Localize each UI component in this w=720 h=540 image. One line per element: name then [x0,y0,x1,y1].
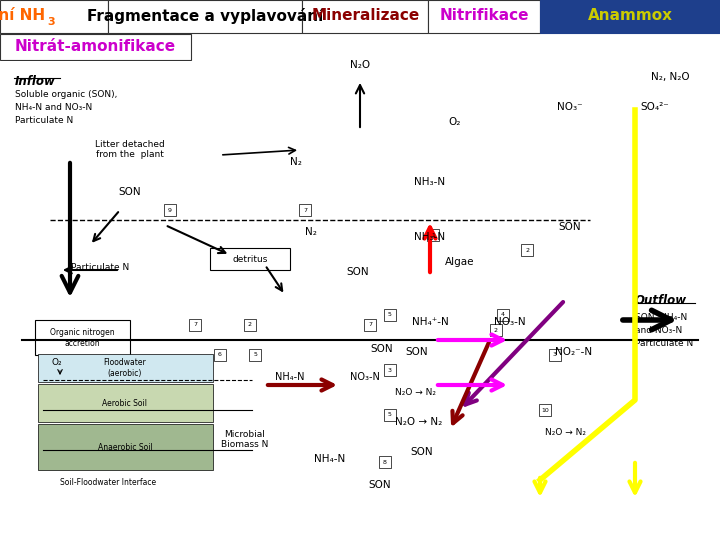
Text: Aerobic Soil: Aerobic Soil [102,399,148,408]
Text: SO₄²⁻: SO₄²⁻ [641,102,670,112]
Text: O₂: O₂ [449,117,462,127]
Bar [38,354,213,382]
Bar [214,349,226,361]
Bar [384,364,396,376]
Text: 1: 1 [431,233,435,238]
Text: 10: 10 [541,408,549,413]
Bar [428,0,540,33]
Text: O₂: O₂ [52,358,63,367]
Text: SON: SON [559,222,581,232]
Text: Soluble organic (SON),: Soluble organic (SON), [15,90,117,99]
Bar [35,320,130,355]
Text: Těkání NH: Těkání NH [0,8,45,23]
Text: 5: 5 [253,353,257,357]
Text: SON: SON [119,187,141,197]
Text: 6: 6 [218,353,222,357]
Bar [249,349,261,361]
Text: Outflow: Outflow [635,294,687,307]
Text: N₂: N₂ [305,227,317,237]
Text: Particulate N: Particulate N [15,116,73,125]
Text: N₂O → N₂: N₂O → N₂ [395,417,442,427]
Text: Nitrát-amonifikace: Nitrát-amonifikace [15,39,176,54]
Text: N₂: N₂ [290,157,302,167]
Bar [379,456,391,468]
Text: 5: 5 [388,313,392,318]
Bar [539,404,551,416]
Bar [427,229,439,241]
Text: Anaerobic Soil: Anaerobic Soil [98,442,153,451]
Text: NO₃⁻: NO₃⁻ [557,102,582,112]
Text: NO₃-N: NO₃-N [350,372,380,382]
Text: SON: SON [370,344,392,354]
Bar [302,0,428,33]
Bar [540,0,720,33]
Text: N₂O → N₂: N₂O → N₂ [545,428,586,437]
Bar [497,309,509,321]
Bar [244,319,256,331]
Text: NH₄-N: NH₄-N [315,454,346,464]
Text: 3: 3 [48,17,55,28]
Text: N₂O → N₂: N₂O → N₂ [395,388,436,397]
Bar [299,204,311,216]
Text: 2: 2 [525,247,529,253]
Text: NO₃-N: NO₃-N [494,317,526,327]
Text: 9: 9 [168,207,172,213]
Text: Organic nitrogen
accretion: Organic nitrogen accretion [50,328,114,348]
Text: NH₄-N and NO₃-N: NH₄-N and NO₃-N [15,103,92,112]
Text: Anammox: Anammox [588,8,672,23]
Text: Particulate N: Particulate N [71,263,129,272]
Bar [521,244,533,256]
Text: Soil-Floodwater Interface: Soil-Floodwater Interface [60,478,156,487]
Text: 5: 5 [388,413,392,417]
Text: 2: 2 [494,327,498,333]
Text: Nitrifikace: Nitrifikace [439,8,529,23]
Text: Inflow: Inflow [15,75,56,88]
Bar [189,319,201,331]
Text: Algae: Algae [445,257,474,267]
Text: detritus: detritus [233,254,268,264]
Text: N₂, N₂O: N₂, N₂O [651,72,689,82]
Text: SON, NH₄-N: SON, NH₄-N [635,313,688,322]
Text: SON: SON [369,480,391,490]
Bar [549,349,561,361]
Text: N₂O: N₂O [350,60,370,70]
Bar [384,309,396,321]
Text: 4: 4 [501,313,505,318]
Bar [38,424,213,470]
Bar [164,204,176,216]
Bar [384,409,396,421]
Bar [490,324,502,336]
Text: Floodwater
(aerobic): Floodwater (aerobic) [104,359,146,377]
Text: NH₃-N: NH₃-N [415,232,446,242]
Text: 7: 7 [368,322,372,327]
Text: Mineralizace: Mineralizace [311,8,420,23]
Text: Microbial
Biomass N: Microbial Biomass N [221,430,269,449]
Bar [0,0,108,33]
Text: SON: SON [410,447,433,457]
Text: NO₂⁻-N: NO₂⁻-N [555,347,592,357]
Text: 2: 2 [248,322,252,327]
Text: and NO₃-N: and NO₃-N [635,326,683,335]
Bar [0,35,191,59]
Text: NH₃-N: NH₃-N [415,177,446,187]
Text: NH₄⁺-N: NH₄⁺-N [412,317,449,327]
Bar [210,248,290,270]
Text: Fragmentace a vyplavování: Fragmentace a vyplavování [87,8,323,24]
Text: NH₄-N: NH₄-N [275,372,305,382]
Bar [364,319,376,331]
Bar [38,384,213,422]
Text: Particulate N: Particulate N [635,339,693,348]
Text: 7: 7 [193,322,197,327]
Bar [108,0,302,33]
Text: 8: 8 [383,460,387,464]
Text: 3: 3 [388,368,392,373]
Text: Litter detached
from the  plant: Litter detached from the plant [95,140,165,159]
Text: SON: SON [347,267,369,277]
Text: 7: 7 [303,207,307,213]
Text: 3: 3 [553,353,557,357]
Text: SON: SON [405,347,428,357]
